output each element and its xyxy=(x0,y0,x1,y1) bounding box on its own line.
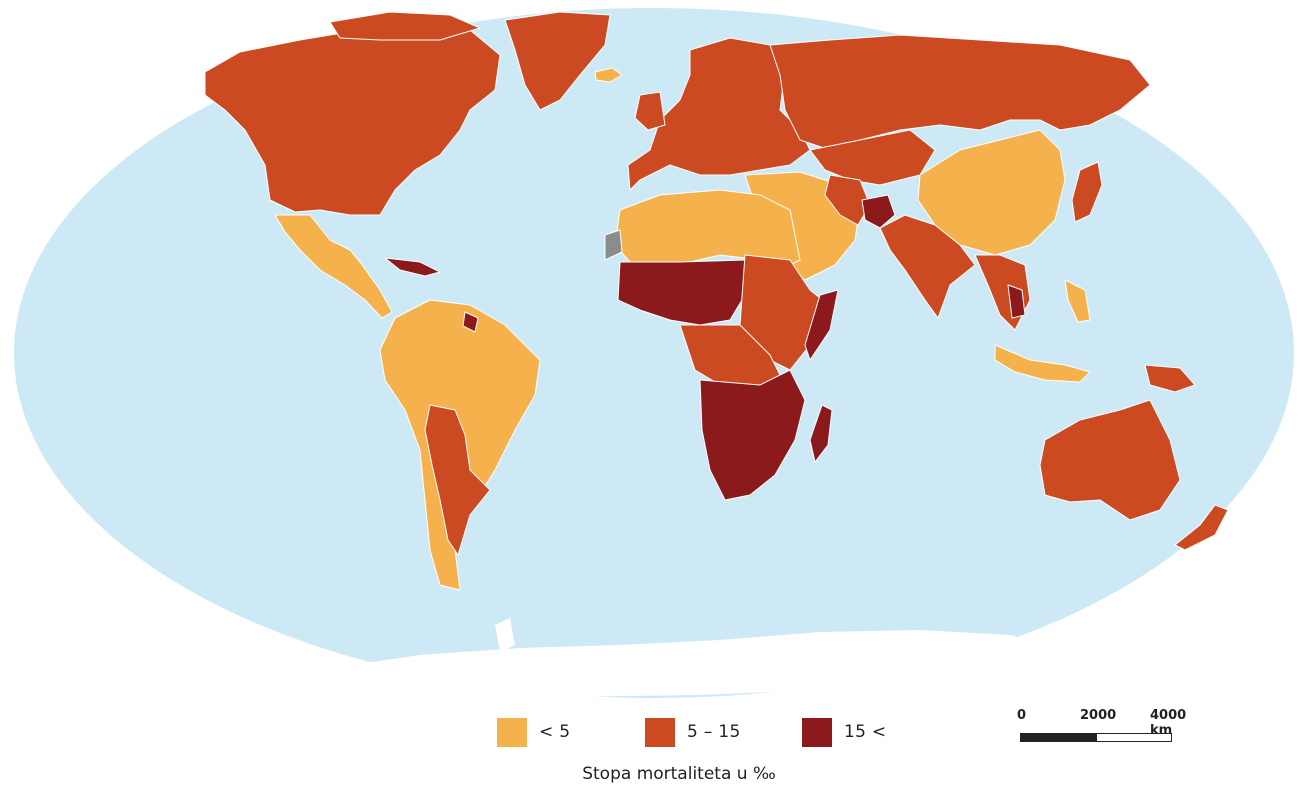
scale-segment-light xyxy=(1096,733,1172,742)
legend-item-low: < 5 xyxy=(497,717,570,747)
western-sahara xyxy=(604,229,623,261)
madagascar xyxy=(809,404,833,463)
caribbean xyxy=(384,257,441,277)
legend-label-high: 15 < xyxy=(844,722,887,742)
legend-item-high: 15 < xyxy=(802,717,886,747)
scale-bar: 0 2000 4000 km xyxy=(1012,708,1192,748)
canadian-arctic-islands xyxy=(329,11,481,41)
mexico-central-america xyxy=(274,214,393,319)
somalia xyxy=(804,289,839,361)
scale-tick-0: 0 xyxy=(1017,708,1027,723)
legend-title: Stopa mortaliteta u ‰ xyxy=(582,764,776,784)
laos-cambodia xyxy=(1007,284,1026,319)
russia xyxy=(769,34,1151,151)
antarctica xyxy=(330,630,1070,697)
indonesia xyxy=(994,344,1091,383)
bolivia-argentina xyxy=(424,404,491,556)
scale-tick-2000: 2000 xyxy=(1080,708,1117,723)
legend-item-mid: 5 – 15 xyxy=(645,717,741,747)
sahel-high xyxy=(617,259,746,326)
legend-label-mid: 5 – 15 xyxy=(687,722,741,742)
japan xyxy=(1071,161,1103,223)
new-zealand xyxy=(1174,504,1229,551)
greenland xyxy=(504,11,611,111)
legend-label-low: < 5 xyxy=(539,722,571,742)
southern-africa-high xyxy=(699,369,806,501)
south-asia xyxy=(879,214,976,319)
legend-swatch-mid xyxy=(645,717,675,747)
legend-swatch-high xyxy=(802,717,832,747)
afghanistan xyxy=(861,194,896,229)
papua-new-guinea xyxy=(1144,364,1196,393)
uk-ireland xyxy=(634,91,666,131)
iceland xyxy=(594,67,623,83)
guyana xyxy=(462,311,479,333)
scale-segment-dark xyxy=(1020,733,1096,742)
iran-caucasus xyxy=(824,174,871,226)
legend-swatch-low xyxy=(497,717,527,747)
australia xyxy=(1039,399,1181,521)
antarctic-peninsula xyxy=(495,618,515,652)
philippines xyxy=(1064,279,1091,323)
